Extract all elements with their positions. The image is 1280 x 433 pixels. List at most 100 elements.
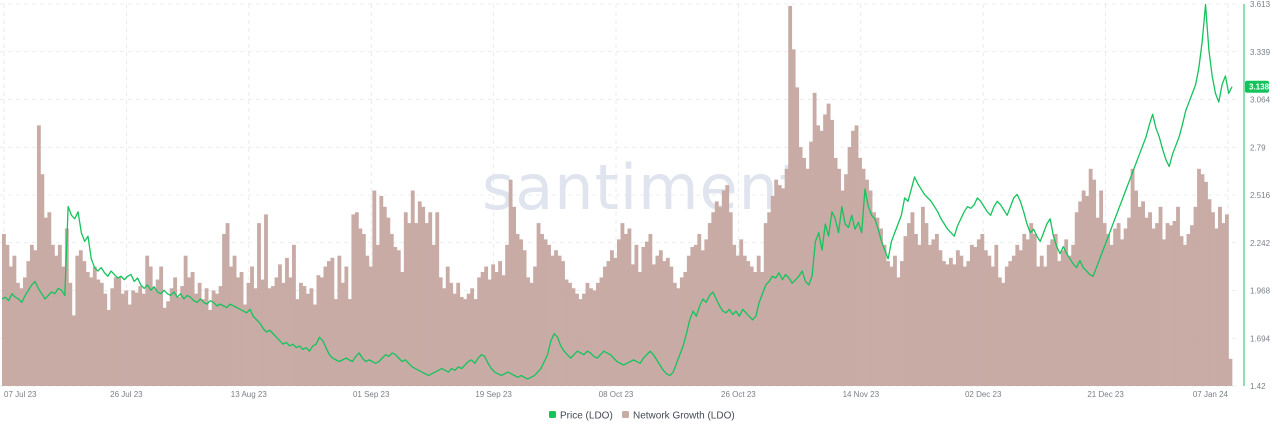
network-growth-bar [630,264,635,386]
network-growth-bar [938,250,943,386]
network-growth-bar [924,223,929,386]
network-growth-bar [882,244,887,386]
network-growth-bar [788,5,793,387]
x-tick-label: 21 Dec 23 [1087,390,1124,399]
network-growth-bar [155,279,160,386]
network-growth-bar [879,228,883,386]
network-growth-bar [1088,168,1093,386]
network-growth-bar [945,264,950,386]
y-tick-label: 2.516 [1250,191,1271,200]
network-growth-bar [826,103,831,386]
network-growth-bar [1172,220,1177,386]
y-tick-label: 1.694 [1250,334,1271,343]
network-growth-bar [795,87,800,386]
network-growth-bar [662,261,667,386]
network-growth-bar [54,255,59,386]
network-growth-bar [1190,225,1194,386]
network-growth-bar [585,282,590,386]
y-axis-ticks: 3.613 3.339 3.064 2.79 2.516 2.242 1.968 1.694 1… [1250,0,1271,391]
x-tick-label: 14 Nov 23 [843,390,880,399]
network-growth-bar [711,212,716,386]
network-growth-bar [1113,228,1118,386]
network-growth-bar [1141,201,1145,386]
network-growth-bar [337,255,342,386]
network-growth-bar [941,261,946,386]
network-growth-bar [487,279,492,386]
network-growth-bar [606,261,611,386]
legend-label[interactable]: Price (LDO) [560,411,613,422]
network-growth-bar [372,190,377,386]
network-growth-bar [29,244,34,386]
network-growth-bar [819,130,824,386]
network-growth-bar [512,206,517,386]
network-growth-bar [875,217,880,386]
network-growth-bar [637,271,642,386]
network-growth-bar [721,190,726,386]
network-growth-bar [571,288,576,386]
network-growth-bar [896,277,901,386]
network-growth-bar [68,282,73,386]
network-growth-bar [578,299,583,386]
network-growth-bar [271,286,275,386]
network-growth-bar [201,299,206,386]
network-growth-bar [1197,168,1201,386]
network-growth-bar [536,223,541,386]
network-growth-bar [1102,223,1107,386]
network-growth-bar [36,125,41,387]
network-growth-bar [442,288,447,386]
network-growth-bar [962,266,967,386]
network-growth-bar [1134,190,1138,386]
network-growth-bar [742,255,747,386]
network-growth-bar [1060,250,1065,386]
network-growth-bar [417,201,422,386]
network-growth-bar [197,282,202,386]
network-growth-bar [1179,236,1184,386]
network-growth-bar [204,288,209,386]
y-tick-label: 3.064 [1250,96,1271,105]
network-growth-bar [816,125,821,387]
network-growth-bar [501,275,506,386]
network-growth-bar [145,255,150,386]
network-growth-bar [1046,244,1051,386]
network-growth-bar [319,277,324,386]
network-growth-bar [634,244,639,386]
network-growth-bar [120,293,125,386]
network-growth-bar [239,271,244,386]
network-growth-bar [994,244,999,386]
network-growth-bar [250,266,254,386]
network-growth-bar [50,244,55,386]
network-growth-bar [1071,244,1076,386]
network-growth-bar [1109,244,1114,386]
network-growth-bar [714,201,719,386]
network-growth-bar [700,250,705,386]
network-growth-bar [823,114,827,386]
network-growth-bar [623,233,628,386]
network-growth-bar [477,277,482,386]
network-growth-bar [134,292,139,386]
network-growth-bar [152,288,157,386]
network-growth-bar [96,279,101,386]
network-growth-bar [575,293,579,386]
y-tick-label: 1.42 [1250,382,1266,391]
x-tick-label: 01 Sep 23 [353,390,390,399]
network-growth-bar [222,233,226,386]
network-growth-bar [166,301,171,386]
network-growth-bar [515,233,520,386]
network-growth-bar [347,299,352,386]
network-growth-bar [1053,233,1058,386]
network-growth-bar [725,185,730,386]
price-line [1,3,1233,380]
network-growth-bar [103,293,108,386]
legend-label[interactable]: Network Growth (LDO) [633,411,735,422]
network-growth-bar [466,293,471,386]
network-growth-bar [519,239,523,386]
network-growth-bar [976,239,981,386]
network-growth-bar [386,217,391,386]
x-tick-label: 08 Oct 23 [599,390,634,399]
network-growth-bar [931,239,936,386]
network-growth-bar [582,293,586,386]
network-growth-bar [980,233,985,386]
network-growth-bar [1039,255,1044,386]
network-growth-bar [285,257,289,386]
